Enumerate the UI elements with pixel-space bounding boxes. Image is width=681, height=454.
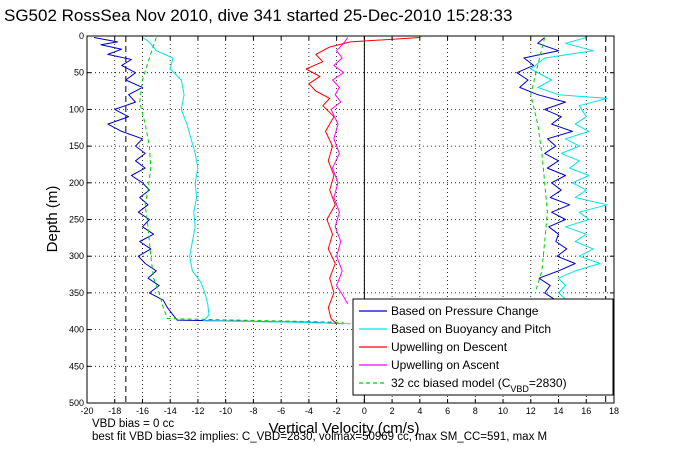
- legend: Based on Pressure Change Based on Buoyanc…: [352, 298, 614, 396]
- series-line-3: [305, 37, 420, 325]
- y-tick-label: 0: [79, 31, 84, 41]
- y-tick-label: 500: [69, 398, 84, 408]
- y-tick-label: 350: [69, 288, 84, 298]
- series-line-0: [93, 37, 344, 325]
- x-axis-label: Vertical Velocity (cm/s): [269, 420, 420, 437]
- x-tick-label: -10: [219, 406, 232, 416]
- y-tick-label: 150: [69, 141, 84, 151]
- series-lines: [93, 37, 608, 325]
- x-tick-label: 12: [526, 406, 536, 416]
- legend-label-3: Upwelling on Ascent: [391, 358, 500, 372]
- y-tick-label: 400: [69, 325, 84, 335]
- y-tick-label: 50: [74, 68, 84, 78]
- series-line-4: [330, 37, 349, 305]
- legend-label-0: Based on Pressure Change: [391, 304, 539, 318]
- x-tick-label: -16: [136, 406, 149, 416]
- y-tick-label: 200: [69, 178, 84, 188]
- x-tick-label: -8: [249, 406, 257, 416]
- footer-vbd-bias: VBD bias = 0 cc: [92, 418, 175, 430]
- axis-ticks: -20 -18 -16 -14 -12 -10 -8 -6 -4 -2 0 2 4 6 8 10 12 14 16 1…: [69, 31, 619, 416]
- x-tick-label: 8: [473, 406, 478, 416]
- x-tick-label: -2: [333, 406, 341, 416]
- footer-best-fit: best fit VBD bias=32 implies: C_VBD=2830…: [92, 431, 548, 443]
- series-line-5: [516, 37, 576, 301]
- x-tick-label: 4: [417, 406, 422, 416]
- legend-box: [352, 298, 614, 396]
- x-tick-label: 14: [554, 406, 564, 416]
- x-tick-label: 16: [581, 406, 591, 416]
- chart-title: SG502 RossSea Nov 2010, dive 341 started…: [4, 6, 513, 25]
- legend-label-2: Upwelling on Descent: [391, 340, 508, 354]
- y-tick-label: 300: [69, 251, 84, 261]
- x-tick-label: 0: [362, 406, 367, 416]
- x-tick-label: -4: [305, 406, 313, 416]
- y-tick-label: 100: [69, 104, 84, 114]
- x-tick-label: -6: [277, 406, 285, 416]
- legend-label-1: Based on Buoyancy and Pitch: [391, 322, 551, 336]
- x-tick-label: -12: [191, 406, 204, 416]
- x-tick-label: -18: [108, 406, 121, 416]
- y-tick-label: 250: [69, 215, 84, 225]
- x-tick-label: 18: [609, 406, 619, 416]
- series-line-2: [139, 37, 344, 323]
- series-line-6: [530, 37, 608, 301]
- y-axis-label: Depth (m): [44, 186, 61, 253]
- x-tick-label: 6: [445, 406, 450, 416]
- x-tick-label: -14: [164, 406, 177, 416]
- y-tick-label: 450: [69, 361, 84, 371]
- series-line-7: [530, 37, 548, 290]
- x-tick-label: -20: [80, 406, 93, 416]
- series-line-1: [142, 37, 351, 325]
- x-tick-label: 2: [390, 406, 395, 416]
- x-tick-label: 10: [498, 406, 508, 416]
